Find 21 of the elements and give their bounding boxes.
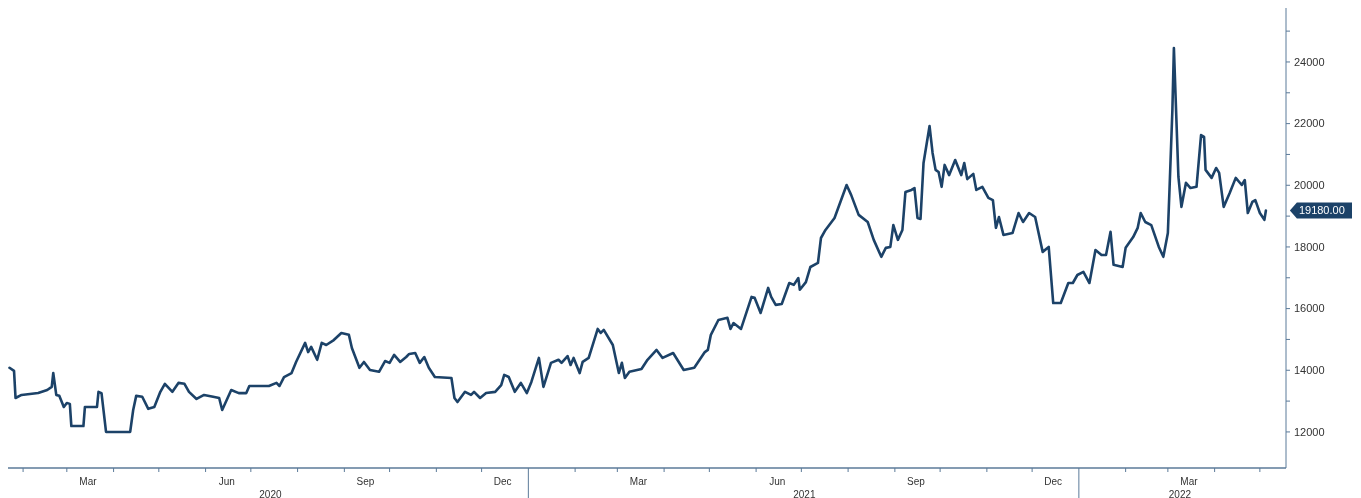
annotation: 19180.00 (1298, 204, 1345, 217)
y-tick-label: 24000 (1294, 55, 1325, 68)
x-tick-label: Sep (356, 475, 375, 487)
x-tick-label: Dec (1044, 475, 1063, 487)
x2-tick-label: 2022 (1168, 488, 1192, 498)
y-tick-label: 20000 (1294, 179, 1325, 192)
x-tick-label: Dec (493, 475, 512, 487)
x-tick-label: Mar (629, 475, 648, 487)
x-tick-label: Sep (907, 475, 926, 487)
y-tick-label: 14000 (1294, 364, 1325, 377)
y-tick-label: 18000 (1294, 240, 1325, 253)
x-tick-label: Mar (79, 475, 98, 487)
x2-tick-label: 2020 (259, 488, 282, 498)
y-tick-label: 12000 (1294, 425, 1325, 438)
x-tick-label: Jun (218, 475, 235, 487)
x-tick-label: Mar (1180, 475, 1199, 487)
x-tick-label: Jun (769, 475, 786, 487)
y-tick-label: 16000 (1294, 302, 1325, 315)
x2-tick-label: 2021 (793, 488, 816, 498)
line-series (8, 46, 1268, 434)
y-tick-label: 22000 (1294, 117, 1325, 130)
